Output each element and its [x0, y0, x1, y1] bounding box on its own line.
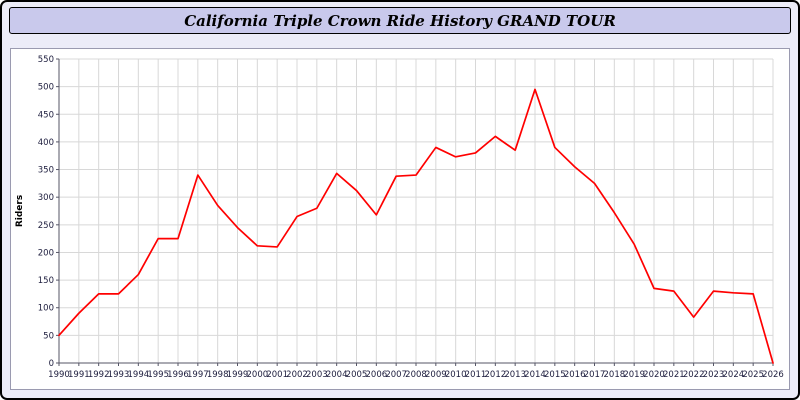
x-tick-label: 2023 — [703, 370, 725, 380]
x-tick-label: 2004 — [326, 370, 348, 380]
x-tick-label: 1991 — [68, 370, 90, 380]
x-tick-label: 2010 — [445, 370, 467, 380]
x-tick-label: 1993 — [108, 370, 130, 380]
x-tick-label: 1990 — [48, 370, 70, 380]
x-tick-label: 1997 — [187, 370, 209, 380]
chart-panel: 0 50 100 150 200 250 300 350 400 450 500 550 1990 199… — [10, 48, 790, 390]
title-bar: California Triple Crown Ride History GRA… — [9, 7, 791, 34]
x-tick-label: 2007 — [385, 370, 407, 380]
x-tick-label: 2006 — [366, 370, 388, 380]
riders-line-chart: 0501001502002503003504004505005501990199… — [15, 55, 784, 380]
x-tick-label: 2009 — [425, 370, 447, 380]
x-tick-label: 2000 — [247, 370, 269, 380]
x-tick-label: 2012 — [485, 370, 507, 380]
y-tick-label: 50 — [43, 331, 54, 341]
y-tick-label: 500 — [38, 83, 54, 93]
y-tick-label: 300 — [38, 193, 54, 203]
y-tick-label: 350 — [38, 166, 54, 176]
x-tick-label: 1992 — [88, 370, 110, 380]
x-tick-label: 2015 — [544, 370, 566, 380]
x-tick-label: 2013 — [504, 370, 526, 380]
x-tick-label: 2005 — [346, 370, 368, 380]
x-tick-label: 1994 — [128, 370, 150, 380]
y-tick-label: 200 — [38, 248, 54, 258]
x-tick-label: 2016 — [564, 370, 586, 380]
x-tick-label: 2025 — [742, 370, 764, 380]
x-tick-label: 2017 — [584, 370, 606, 380]
y-tick-label: 550 — [38, 55, 54, 65]
x-tick-label: 2011 — [465, 370, 487, 380]
x-tick-label: 2019 — [623, 370, 645, 380]
x-tick-label: 2022 — [683, 370, 705, 380]
x-tick-label: 2024 — [723, 370, 745, 380]
x-tick-label: 1999 — [227, 370, 249, 380]
y-tick-label: 450 — [38, 110, 54, 120]
x-tick-label: 2018 — [604, 370, 626, 380]
riders-series-line — [58, 88, 774, 364]
x-tick-label: 2026 — [762, 370, 784, 380]
y-tick-label: 0 — [49, 359, 54, 369]
y-tick-label: 250 — [38, 221, 54, 231]
x-tick-label: 2001 — [266, 370, 288, 380]
x-tick-label: 1995 — [147, 370, 169, 380]
x-tick-label: 2008 — [405, 370, 427, 380]
page-title: California Triple Crown Ride History GRA… — [184, 11, 616, 30]
x-tick-label: 2002 — [286, 370, 308, 380]
x-tick-label: 2021 — [663, 370, 685, 380]
x-tick-label: 2014 — [524, 370, 546, 380]
y-tick-label: 150 — [38, 276, 54, 286]
y-tick-label: 400 — [38, 138, 54, 148]
y-axis-title: Riders — [15, 195, 25, 227]
x-tick-label: 2003 — [306, 370, 328, 380]
x-tick-label: 2020 — [643, 370, 665, 380]
y-tick-label: 100 — [38, 304, 54, 314]
x-tick-label: 1998 — [207, 370, 229, 380]
x-tick-label: 1996 — [167, 370, 189, 380]
